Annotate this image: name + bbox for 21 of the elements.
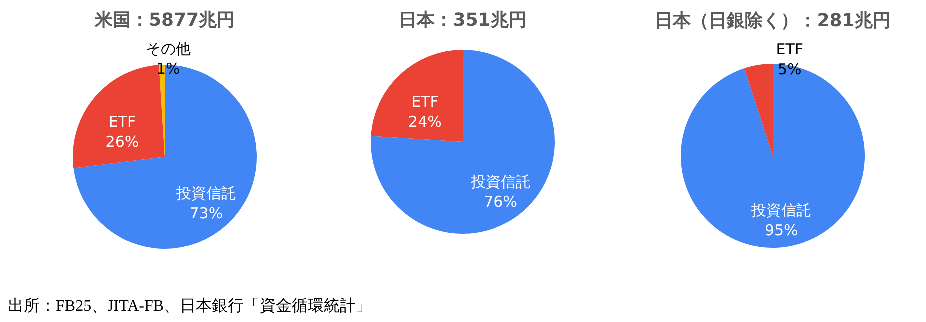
slice-label: その他 <box>146 40 191 58</box>
pie-slice <box>744 64 773 156</box>
data-label: 24% <box>408 112 442 131</box>
data-label: 5% <box>778 60 802 78</box>
slice-label: 投資信託 <box>750 202 812 220</box>
slice-label: ETF <box>108 112 136 131</box>
chart-title: 日本：351兆円 <box>399 10 527 31</box>
data-label: 73% <box>190 204 224 223</box>
slice-label: 投資信託 <box>470 173 531 192</box>
slice-label: 投資信託 <box>175 184 236 203</box>
pie-slice <box>681 64 865 248</box>
slice-label: ETF <box>776 40 804 58</box>
data-label: 26% <box>106 132 140 151</box>
slice-label: ETF <box>412 92 439 111</box>
chart-title: 米国：5877兆円 <box>94 10 236 32</box>
pie-slice <box>371 50 463 142</box>
chart-title: 日本（日銀除く）：281兆円 <box>655 10 891 32</box>
pie-slice <box>371 50 555 234</box>
data-label: 95% <box>764 222 798 240</box>
text: 出所：FB25、JITA-FB、日本銀行「資金循環統計」 <box>8 296 372 317</box>
data-label: 76% <box>484 193 518 212</box>
